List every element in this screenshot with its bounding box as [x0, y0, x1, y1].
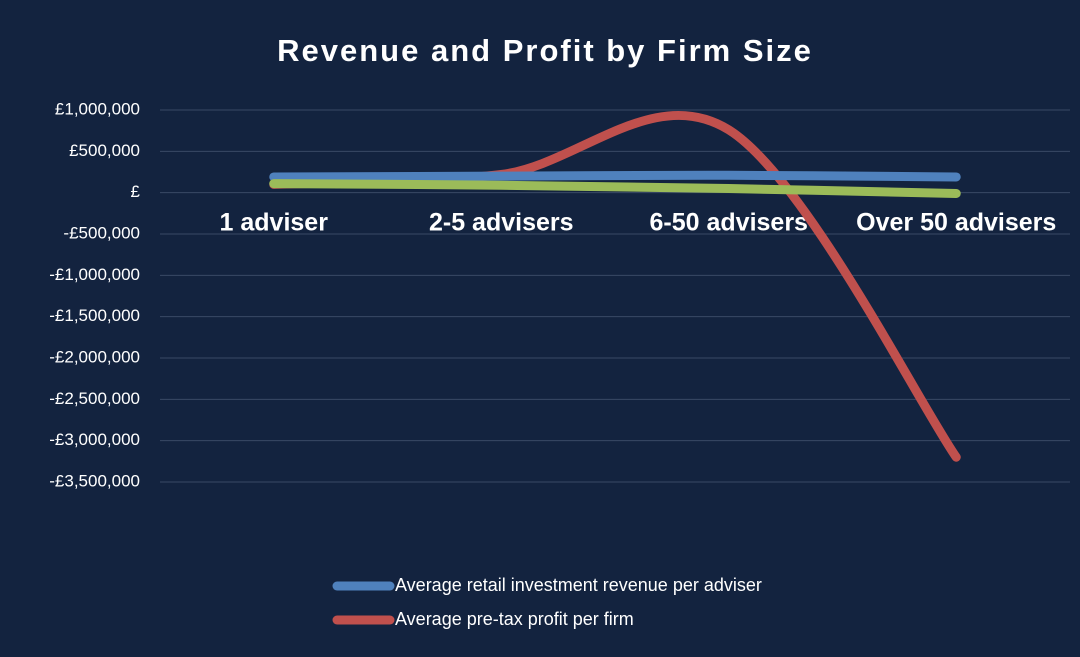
legend-label: Average retail investment revenue per ad… — [395, 575, 762, 595]
y-tick-label: £500,000 — [69, 141, 140, 160]
y-tick-label: -£1,500,000 — [49, 306, 140, 325]
series-line — [269, 170, 961, 182]
y-tick-label: -£500,000 — [63, 223, 140, 242]
y-tick-label: £1,000,000 — [55, 99, 140, 118]
x-tick-label: Over 50 advisers — [856, 208, 1056, 236]
series-line — [269, 179, 961, 198]
x-tick-label: 2-5 advisers — [429, 208, 574, 236]
y-tick-label: -£1,000,000 — [49, 265, 140, 284]
x-tick-label: 1 adviser — [220, 208, 329, 236]
chart-title: Revenue and Profit by Firm Size — [277, 33, 813, 68]
x-tick-label: 6-50 advisers — [650, 208, 808, 236]
y-tick-label: -£3,500,000 — [49, 471, 140, 490]
y-tick-label: -£3,000,000 — [49, 430, 140, 449]
y-tick-label: £ — [131, 182, 141, 201]
y-tick-label: -£2,500,000 — [49, 389, 140, 408]
y-tick-label: -£2,000,000 — [49, 347, 140, 366]
legend-label: Average pre-tax profit per firm — [395, 609, 634, 629]
